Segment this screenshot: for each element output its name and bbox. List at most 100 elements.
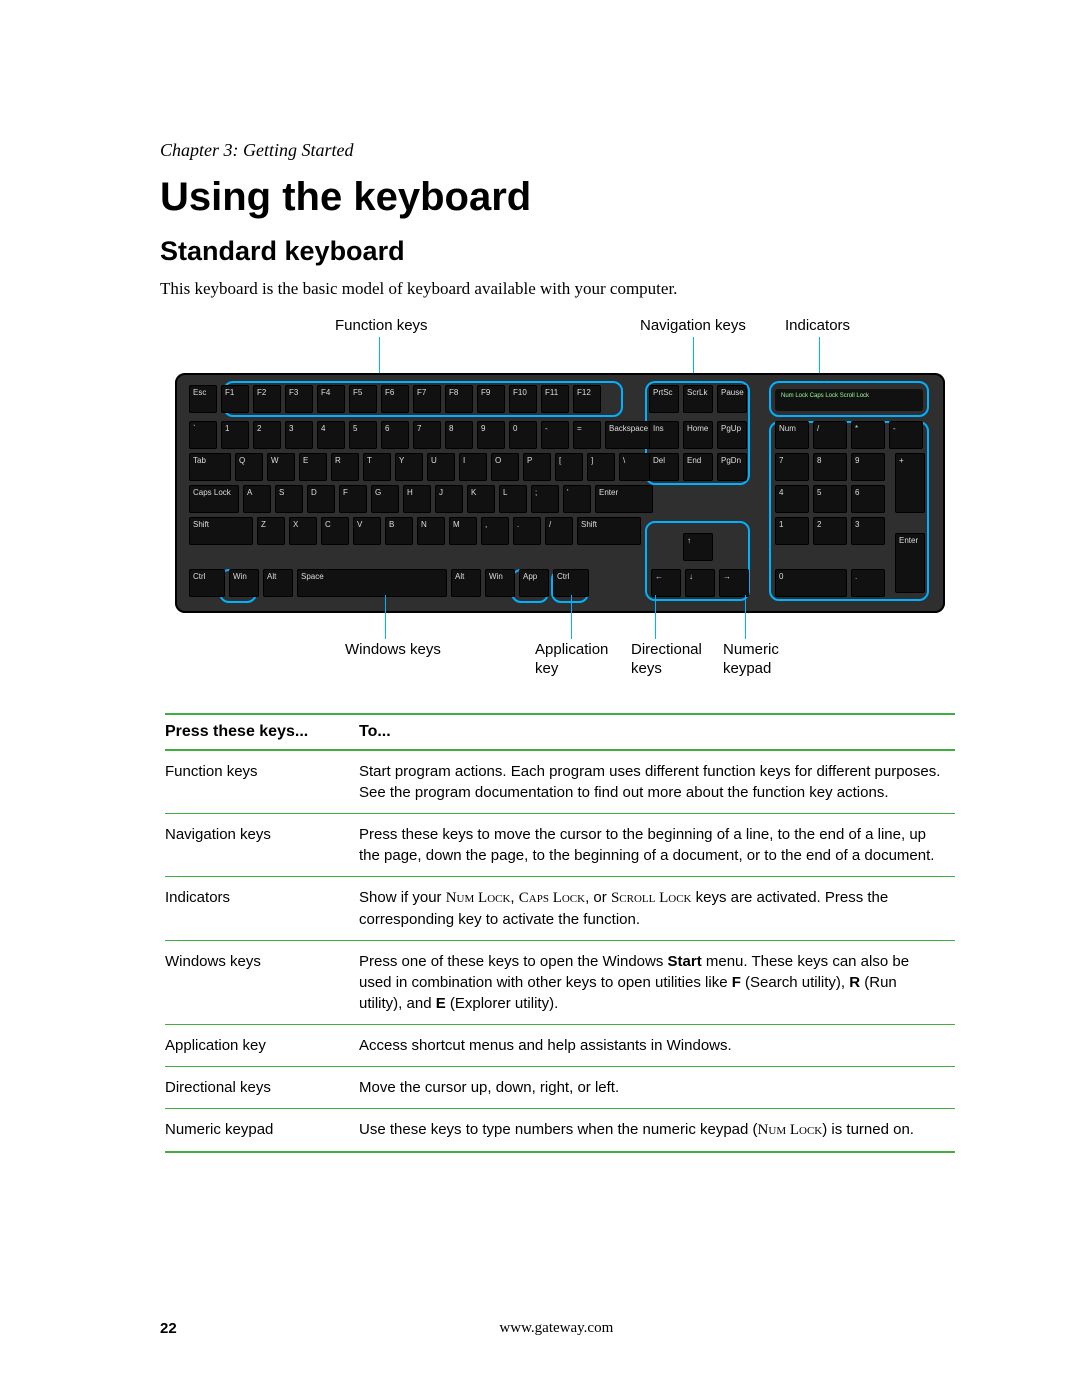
key: ScrLk (683, 385, 713, 413)
key: ` (189, 421, 217, 449)
key: - (889, 421, 923, 449)
key: , (481, 517, 509, 545)
page-number: 22 (160, 1320, 177, 1337)
key: T (363, 453, 391, 481)
key: Enter (895, 533, 925, 593)
key: F2 (253, 385, 281, 413)
key: F10 (509, 385, 537, 413)
key-row: PrtScScrLkPause (649, 385, 747, 413)
key: Num (775, 421, 809, 449)
table-row: Application keyAccess shortcut menus and… (165, 1025, 955, 1067)
key: F9 (477, 385, 505, 413)
table-value-cell: Show if your Num Lock, Caps Lock, or Scr… (359, 877, 955, 941)
key: / (545, 517, 573, 545)
key-row: DelEndPgDn (649, 453, 747, 481)
key: A (243, 485, 271, 513)
key-row: Caps LockASDFGHJKL;'Enter (189, 485, 653, 513)
table-key-cell: Windows keys (165, 941, 359, 1025)
key: U (427, 453, 455, 481)
key: L (499, 485, 527, 513)
callout-line (385, 595, 386, 639)
label-function-keys: Function keys (335, 317, 428, 334)
key: F6 (381, 385, 409, 413)
key-row: ←↓→ (651, 569, 749, 597)
key: Enter (595, 485, 653, 513)
keys-table: Press these keys... To... Function keysS… (165, 713, 955, 1153)
key: F5 (349, 385, 377, 413)
keyboard-diagram: Function keys Navigation keys Indicators… (165, 317, 955, 687)
callout-line (745, 595, 746, 639)
key: 9 (851, 453, 885, 481)
section-title: Standard keyboard (160, 236, 960, 267)
key: PgDn (717, 453, 747, 481)
key: ↑ (683, 533, 713, 561)
key: F1 (221, 385, 249, 413)
key: Win (229, 569, 259, 597)
callout-line (571, 595, 572, 639)
key: C (321, 517, 349, 545)
intro-text: This keyboard is the basic model of keyb… (160, 279, 960, 299)
key: H (403, 485, 431, 513)
key: F8 (445, 385, 473, 413)
key-row: CtrlWinAltSpaceAltWinAppCtrl (189, 569, 589, 597)
key: Win (485, 569, 515, 597)
table-row: Numeric keypadUse these keys to type num… (165, 1109, 955, 1153)
key: End (683, 453, 713, 481)
key: K (467, 485, 495, 513)
key: . (851, 569, 885, 597)
key-row: ↑ (683, 533, 713, 561)
key: App (519, 569, 549, 597)
key: 0 (775, 569, 847, 597)
callout-line (819, 337, 820, 377)
key: Alt (451, 569, 481, 597)
label-numeric-keypad: Numeric keypad (723, 641, 803, 679)
key: 8 (813, 453, 847, 481)
key: Tab (189, 453, 231, 481)
key: J (435, 485, 463, 513)
key-row: `1234567890-=Backspace (189, 421, 661, 449)
key: V (353, 517, 381, 545)
indicator-panel: Num Lock Caps Lock Scroll Lock (775, 389, 923, 411)
key: 1 (221, 421, 249, 449)
table-key-cell: Numeric keypad (165, 1109, 359, 1153)
key: R (331, 453, 359, 481)
key: Esc (189, 385, 217, 413)
table-header-col2: To... (359, 714, 955, 750)
key: PgUp (717, 421, 747, 449)
key: B (385, 517, 413, 545)
key-row: InsHomePgUp (649, 421, 747, 449)
key: P (523, 453, 551, 481)
table-row: Navigation keysPress these keys to move … (165, 814, 955, 877)
key: N (417, 517, 445, 545)
key-row: 0. (775, 569, 885, 597)
key: Ins (649, 421, 679, 449)
table-value-cell: Access shortcut menus and help assistant… (359, 1025, 955, 1067)
key-row: ShiftZXCVBNM,./Shift (189, 517, 641, 545)
key: 7 (775, 453, 809, 481)
key: 6 (851, 485, 885, 513)
label-navigation-keys: Navigation keys (640, 317, 746, 334)
key-row: 789 (775, 453, 885, 481)
key: - (541, 421, 569, 449)
document-page: Chapter 3: Getting Started Using the key… (0, 0, 1080, 1397)
key: Y (395, 453, 423, 481)
key: → (719, 569, 749, 597)
table-value-cell: Press one of these keys to open the Wind… (359, 941, 955, 1025)
key: D (307, 485, 335, 513)
key: 2 (253, 421, 281, 449)
key: + (895, 453, 925, 513)
key: F4 (317, 385, 345, 413)
key: ; (531, 485, 559, 513)
key: / (813, 421, 847, 449)
diagram-bottom-labels: Windows keys Application key Directional… (165, 623, 955, 687)
table-value-cell: Press these keys to move the cursor to t… (359, 814, 955, 877)
key: 8 (445, 421, 473, 449)
key: Shift (189, 517, 253, 545)
key: PrtSc (649, 385, 679, 413)
key: Caps Lock (189, 485, 239, 513)
label-indicators: Indicators (785, 317, 850, 334)
key: O (491, 453, 519, 481)
key: Q (235, 453, 263, 481)
key-row: 123 (775, 517, 885, 545)
page-footer: 22 www.gateway.com (160, 1320, 960, 1337)
